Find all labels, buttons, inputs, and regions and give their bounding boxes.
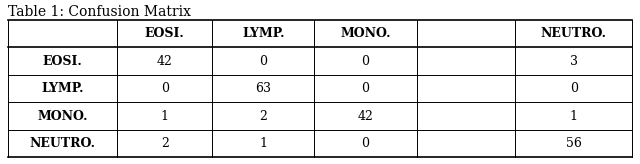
Text: NEUTRO.: NEUTRO. <box>541 27 607 40</box>
Text: MONO.: MONO. <box>37 110 88 123</box>
Text: EOSI.: EOSI. <box>145 27 185 40</box>
Text: LYMP.: LYMP. <box>42 82 84 95</box>
Text: 42: 42 <box>358 110 373 123</box>
Text: 0: 0 <box>161 82 169 95</box>
Text: 63: 63 <box>255 82 271 95</box>
Text: LYMP.: LYMP. <box>242 27 284 40</box>
Text: 1: 1 <box>259 137 268 150</box>
Text: NEUTRO.: NEUTRO. <box>29 137 95 150</box>
Text: MONO.: MONO. <box>340 27 390 40</box>
Text: 1: 1 <box>570 110 578 123</box>
Text: 56: 56 <box>566 137 582 150</box>
Text: 0: 0 <box>362 54 369 68</box>
Text: 42: 42 <box>157 54 173 68</box>
Text: 2: 2 <box>161 137 169 150</box>
Text: 0: 0 <box>362 82 369 95</box>
Text: 0: 0 <box>570 82 578 95</box>
Text: 1: 1 <box>161 110 169 123</box>
Text: 2: 2 <box>259 110 267 123</box>
Text: EOSI.: EOSI. <box>43 54 83 68</box>
Text: 3: 3 <box>570 54 578 68</box>
Text: 0: 0 <box>259 54 268 68</box>
Text: 0: 0 <box>362 137 369 150</box>
Text: Table 1: Confusion Matrix: Table 1: Confusion Matrix <box>8 5 191 19</box>
